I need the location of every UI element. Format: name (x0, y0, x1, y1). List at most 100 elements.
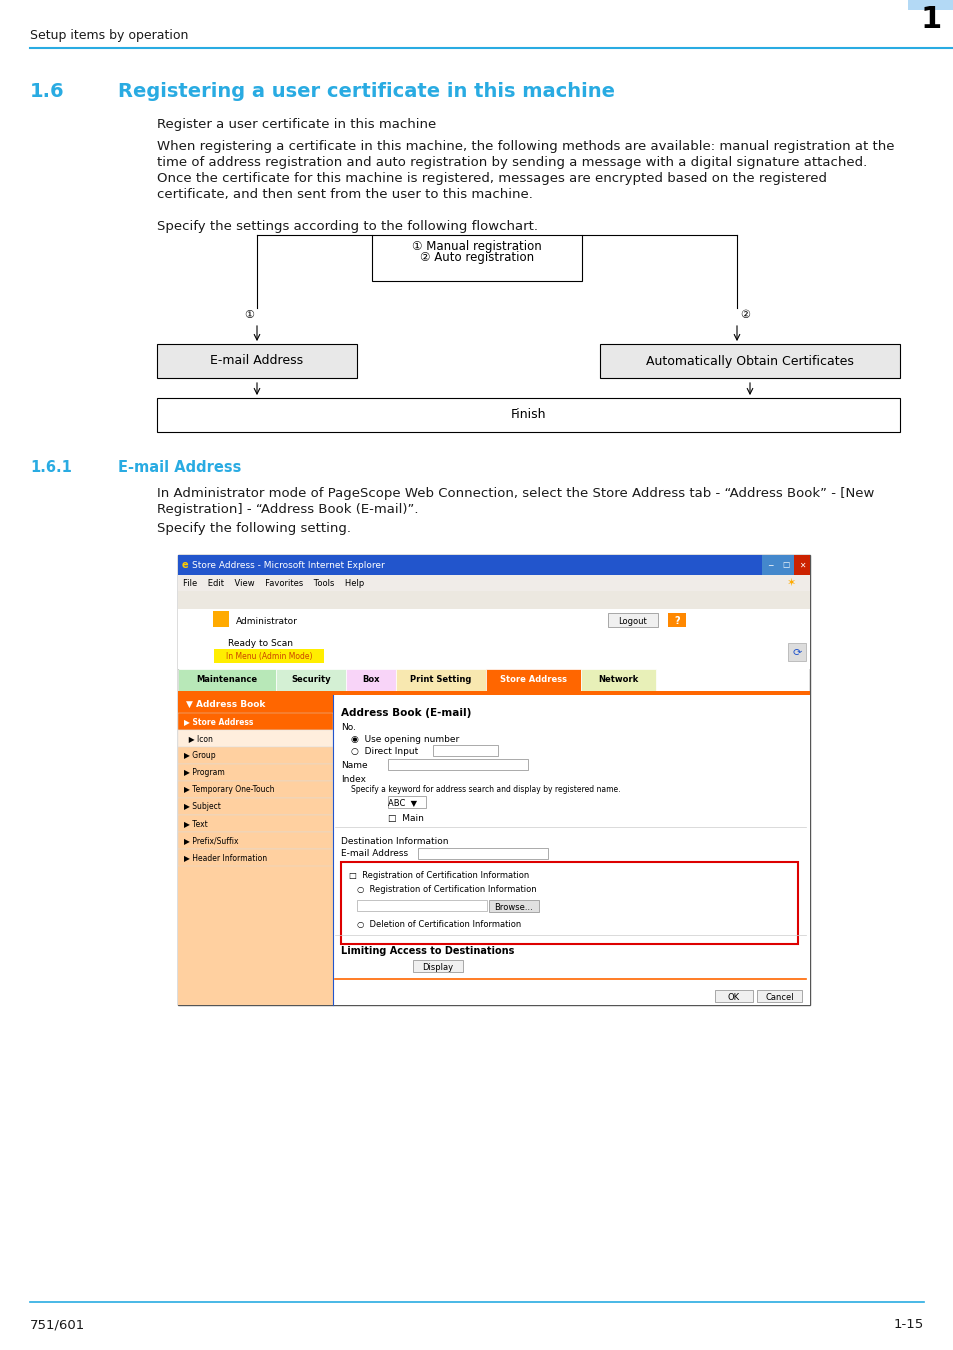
Bar (413, 960, 462, 972)
Text: Limiting Access to Destinations: Limiting Access to Destinations (340, 946, 514, 956)
Text: ▶ Program: ▶ Program (184, 768, 225, 778)
Text: ⟳: ⟳ (792, 648, 801, 657)
Text: Security: Security (291, 675, 331, 684)
Bar (178, 713, 333, 730)
Text: ✕: ✕ (798, 560, 804, 570)
Bar (607, 613, 658, 626)
Text: Network: Network (598, 675, 638, 684)
Text: OK: OK (727, 992, 740, 1002)
Bar (714, 990, 752, 1002)
Bar (178, 670, 275, 691)
Text: Display: Display (422, 963, 453, 972)
Text: ▶ Icon: ▶ Icon (184, 734, 213, 743)
Text: 751/601: 751/601 (30, 1319, 85, 1331)
Bar (907, 0, 953, 9)
Text: Address Book (E-mail): Address Book (E-mail) (340, 707, 471, 718)
Text: E-mail Address: E-mail Address (118, 460, 241, 475)
Text: Name: Name (340, 760, 367, 770)
Text: Print Setting: Print Setting (410, 675, 471, 684)
Bar (178, 695, 333, 1004)
Bar (346, 670, 395, 691)
Text: ▶ Subject: ▶ Subject (184, 802, 221, 811)
Bar (178, 832, 333, 849)
Text: E-mail Address: E-mail Address (340, 849, 408, 859)
Bar (580, 670, 656, 691)
Bar (178, 849, 333, 865)
Text: When registering a certificate in this machine, the following methods are availa: When registering a certificate in this m… (157, 140, 894, 153)
Bar (213, 612, 229, 626)
Bar (178, 630, 809, 670)
Bar (388, 759, 527, 769)
Bar (178, 782, 333, 798)
Text: Ready to Scan: Ready to Scan (228, 639, 293, 648)
Text: Cancel: Cancel (765, 992, 794, 1002)
Text: ○  Deletion of Certification Information: ○ Deletion of Certification Information (356, 921, 520, 930)
Text: Index: Index (340, 775, 366, 783)
Text: ○  Registration of Certification Information: ○ Registration of Certification Informat… (356, 884, 536, 894)
Text: Finish: Finish (510, 409, 546, 421)
Text: Registration] - “Address Book (E-mail)”.: Registration] - “Address Book (E-mail)”. (157, 504, 418, 516)
Bar (178, 764, 333, 782)
Bar (787, 643, 805, 662)
Text: ▶ Store Address: ▶ Store Address (184, 717, 253, 726)
Bar (178, 555, 809, 1004)
Text: Store Address: Store Address (499, 675, 566, 684)
Text: certificate, and then sent from the user to this machine.: certificate, and then sent from the user… (157, 188, 533, 201)
Bar (599, 344, 899, 378)
Text: In Menu (Admin Mode): In Menu (Admin Mode) (226, 652, 312, 662)
Text: Register a user certificate in this machine: Register a user certificate in this mach… (157, 117, 436, 131)
Text: ②: ② (740, 310, 749, 320)
Text: Administrator: Administrator (235, 617, 297, 625)
Text: ─: ─ (767, 560, 772, 570)
Text: In Administrator mode of PageScope Web Connection, select the Store Address tab : In Administrator mode of PageScope Web C… (157, 487, 874, 500)
Bar (157, 398, 899, 432)
Bar (178, 591, 809, 609)
Text: Registering a user certificate in this machine: Registering a user certificate in this m… (118, 82, 615, 101)
Text: 1.6: 1.6 (30, 82, 65, 101)
Text: Specify a keyword for address search and display by registered name.: Specify a keyword for address search and… (351, 786, 619, 795)
Text: 1-15: 1-15 (893, 1319, 923, 1331)
Text: E-mail Address: E-mail Address (211, 355, 303, 367)
Text: ◉  Use opening number: ◉ Use opening number (351, 734, 458, 744)
Text: Setup items by operation: Setup items by operation (30, 30, 188, 42)
Bar (178, 691, 809, 695)
Bar (433, 745, 497, 756)
Bar (388, 796, 426, 809)
Text: Destination Information: Destination Information (340, 837, 448, 845)
Text: Specify the settings according to the following flowchart.: Specify the settings according to the fo… (157, 220, 537, 234)
Text: Store Address - Microsoft Internet Explorer: Store Address - Microsoft Internet Explo… (192, 560, 384, 570)
Bar (485, 670, 580, 691)
Bar (778, 555, 793, 575)
Bar (333, 695, 809, 1004)
Bar (340, 863, 797, 944)
Bar (178, 575, 809, 591)
Bar (275, 670, 346, 691)
Text: ○  Direct Input: ○ Direct Input (351, 747, 417, 756)
Bar (178, 798, 333, 815)
Text: ② Auto registration: ② Auto registration (419, 251, 534, 265)
Text: ABC  ▼: ABC ▼ (388, 798, 417, 807)
Bar (372, 235, 581, 281)
Bar (761, 555, 778, 575)
Text: e: e (182, 560, 189, 570)
Bar (667, 613, 685, 626)
Text: ✶: ✶ (786, 578, 796, 589)
Text: Logout: Logout (618, 617, 647, 625)
Bar (178, 695, 333, 713)
Text: 1.6.1: 1.6.1 (30, 460, 71, 475)
Text: Box: Box (362, 675, 379, 684)
Text: Specify the following setting.: Specify the following setting. (157, 522, 351, 535)
Bar (793, 555, 809, 575)
Bar (178, 730, 333, 747)
Bar (395, 670, 485, 691)
Text: ?: ? (674, 616, 679, 626)
Text: ①: ① (244, 310, 253, 320)
Bar (157, 344, 356, 378)
Text: ▶ Group: ▶ Group (184, 751, 215, 760)
Text: time of address registration and auto registration by sending a message with a d: time of address registration and auto re… (157, 157, 866, 169)
Text: Maintenance: Maintenance (196, 675, 257, 684)
Bar (178, 555, 809, 575)
Text: ▶ Header Information: ▶ Header Information (184, 853, 267, 863)
Text: File    Edit    View    Favorites    Tools    Help: File Edit View Favorites Tools Help (183, 579, 364, 587)
Text: Automatically Obtain Certificates: Automatically Obtain Certificates (645, 355, 853, 367)
